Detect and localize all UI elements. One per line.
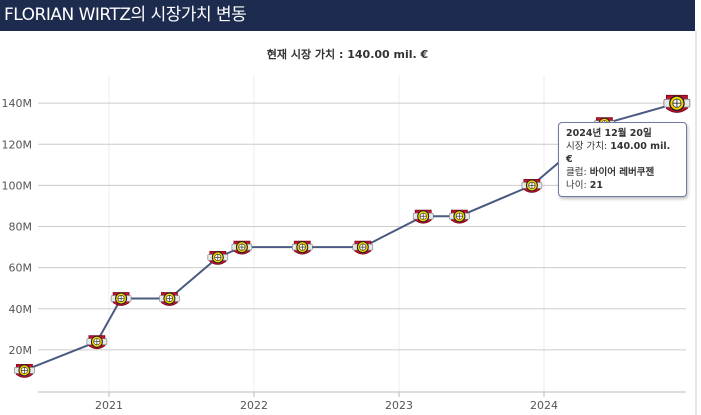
x-tick-label: 2021 xyxy=(95,399,123,412)
tooltip-club-row: 클럽: 바이어 레버쿠젠 xyxy=(566,166,680,179)
data-point xyxy=(291,240,313,255)
y-axis-ticks: 20M 40M 60M 80M 100M 120M 140M xyxy=(2,97,33,357)
y-tick-label: 100M xyxy=(2,179,33,192)
x-tick-label: 2024 xyxy=(530,399,558,412)
data-point xyxy=(449,209,470,224)
y-tick-label: 80M xyxy=(9,221,33,234)
value-tooltip: 2024년 12월 20일 시장 가치: 140.00 mil. € 클럽: 바… xyxy=(558,122,687,197)
panel-border xyxy=(695,31,697,415)
data-point xyxy=(352,240,374,255)
tooltip-value-row: 시장 가치: 140.00 mil. € xyxy=(566,140,680,166)
x-tick-label: 2023 xyxy=(385,399,413,412)
data-point xyxy=(86,335,108,350)
y-tick-label: 120M xyxy=(2,138,33,151)
chart-title: 현재 시장 가치 : 140.00 mil. € xyxy=(266,48,429,61)
data-point xyxy=(159,292,180,306)
data-point xyxy=(110,292,132,306)
tooltip-club-label: 클럽: xyxy=(566,167,587,178)
data-point xyxy=(207,250,229,265)
header-bar: FLORIAN WIRTZ의 시장가치 변동 xyxy=(0,0,695,31)
x-axis-ticks: 2021 2022 2023 2024 xyxy=(38,391,686,412)
tooltip-age-row: 나이: 21 xyxy=(566,179,680,192)
x-tick-label: 2022 xyxy=(240,399,268,412)
y-tick-label: 40M xyxy=(9,303,33,316)
data-point xyxy=(14,363,35,378)
tooltip-value: 140.00 mil. € xyxy=(566,141,671,165)
tooltip-age: 21 xyxy=(589,180,603,191)
data-point xyxy=(663,94,691,113)
tooltip-age-label: 나이: xyxy=(566,180,587,191)
y-tick-label: 20M xyxy=(9,344,33,357)
y-tick-label: 140M xyxy=(2,97,33,110)
page-title: FLORIAN WIRTZ의 시장가치 변동 xyxy=(4,5,247,25)
tooltip-date: 2024년 12월 20일 xyxy=(566,128,652,139)
data-points xyxy=(14,94,691,378)
data-point xyxy=(521,178,543,193)
data-point xyxy=(412,209,434,224)
y-tick-label: 60M xyxy=(9,262,33,275)
tooltip-club: 바이어 레버쿠젠 xyxy=(589,167,655,178)
tooltip-value-label: 시장 가치: xyxy=(566,141,608,152)
data-point xyxy=(231,240,253,255)
